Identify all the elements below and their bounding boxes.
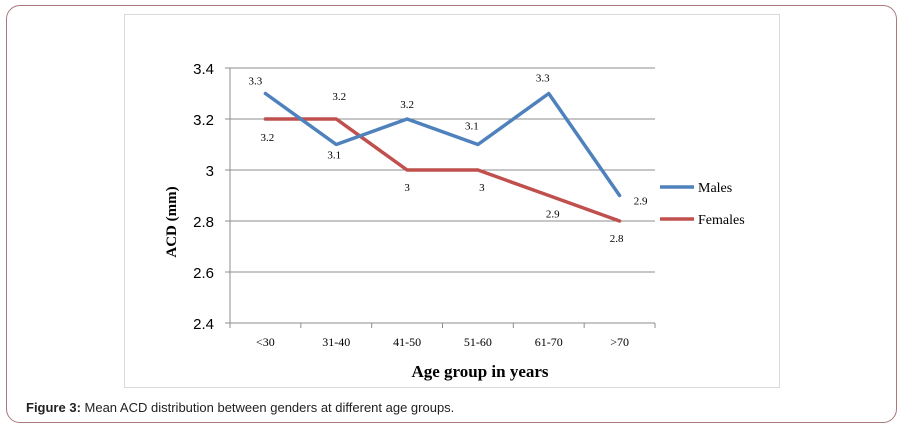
y-tick-label: 3.4 xyxy=(193,61,214,78)
y-tick-label: 3 xyxy=(206,163,214,180)
series-line-males xyxy=(263,91,622,198)
y-tick-labels: 2.4 2.6 2.8 3 3.2 3.4 xyxy=(193,61,214,333)
x-tick-label: >70 xyxy=(610,335,629,349)
chart-container xyxy=(124,14,780,388)
y-axis-label: ACD (mm) xyxy=(164,186,180,257)
figure-caption: Figure 3: Mean ACD distribution between … xyxy=(26,400,454,415)
x-tick-label: <30 xyxy=(256,335,275,349)
data-label-females: 2.8 xyxy=(610,233,624,245)
data-label-females: 3 xyxy=(479,182,485,194)
caption-text: Mean ACD distribution between genders at… xyxy=(80,400,455,415)
axes xyxy=(225,67,656,328)
legend-label-males: Males xyxy=(698,181,732,196)
x-tick-label: 31-40 xyxy=(322,335,350,349)
data-label-females: 3 xyxy=(404,182,410,194)
data-labels: 3.3 3.1 3.2 3.1 3.3 2.9 3.2 3.2 3 3 2.9 2.8 xyxy=(249,73,648,246)
legend: Males Females xyxy=(660,181,745,228)
series-lines xyxy=(263,91,622,223)
data-label-males: 3.3 xyxy=(249,76,263,88)
caption-label: Figure 3: xyxy=(26,400,81,415)
x-tick-label: 61-70 xyxy=(535,335,563,349)
x-tick-labels: <30 31-40 41-50 51-60 61-70 >70 xyxy=(256,335,629,349)
series-line-females xyxy=(263,117,622,223)
y-tick-label: 2.8 xyxy=(193,214,214,231)
y-tick-label: 3.2 xyxy=(193,112,214,129)
data-label-males: 3.1 xyxy=(465,121,479,133)
data-label-males: 3.2 xyxy=(400,99,414,111)
legend-label-females: Females xyxy=(698,213,745,228)
x-tick-label: 41-50 xyxy=(393,335,421,349)
x-tick-label: 51-60 xyxy=(464,335,492,349)
data-label-males: 2.9 xyxy=(634,196,648,208)
data-label-females: 2.9 xyxy=(546,209,560,221)
data-label-males: 3.1 xyxy=(327,150,341,162)
x-axis-label: Age group in years xyxy=(411,362,548,381)
y-tick-label: 2.6 xyxy=(193,265,214,282)
data-label-females: 3.2 xyxy=(332,91,346,103)
y-tick-label: 2.4 xyxy=(193,316,214,333)
data-label-females: 3.2 xyxy=(261,132,275,144)
data-label-males: 3.3 xyxy=(536,73,550,85)
